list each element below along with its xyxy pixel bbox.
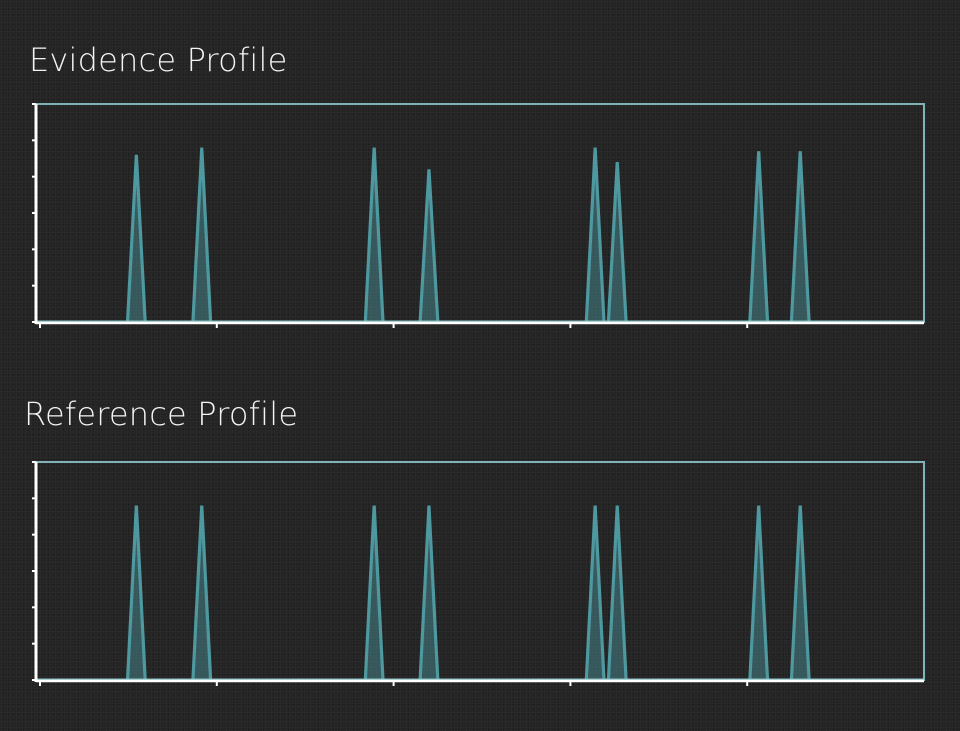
peak-fill [586, 147, 604, 322]
peak-fill [192, 505, 211, 680]
peak-8 [789, 505, 811, 681]
reference-profile-title: Reference Profile [24, 395, 299, 433]
peak-3 [363, 147, 385, 323]
peak-5 [584, 147, 606, 323]
plot-frame [35, 103, 925, 323]
peak-7 [748, 151, 770, 323]
peak-fill [127, 154, 146, 322]
peak-1 [125, 154, 147, 323]
peak-3 [363, 505, 385, 681]
peak-fill [791, 151, 810, 322]
peak-fill [749, 505, 768, 680]
peak-fill [586, 505, 604, 680]
peak-7 [748, 505, 770, 681]
peak-2 [191, 505, 213, 681]
peak-5 [584, 505, 606, 681]
peak-fill [420, 505, 438, 680]
peak-4 [418, 505, 440, 681]
peak-fill [365, 147, 383, 322]
peak-4 [418, 169, 440, 323]
peak-1 [125, 505, 147, 681]
peak-6 [606, 162, 628, 323]
peak-fill [192, 147, 211, 322]
evidence-profile-chart [32, 103, 925, 328]
peak-fill [791, 505, 810, 680]
plot-frame [35, 461, 925, 681]
peak-fill [420, 169, 438, 322]
peak-fill [127, 505, 146, 680]
peak-2 [191, 147, 213, 323]
peak-fill [608, 505, 627, 680]
evidence-profile-title: Evidence Profile [29, 41, 288, 79]
peak-8 [789, 151, 811, 323]
peak-fill [365, 505, 383, 680]
peak-fill [608, 162, 627, 322]
peak-6 [606, 505, 628, 681]
reference-profile-chart [32, 461, 925, 686]
peak-fill [749, 151, 768, 322]
